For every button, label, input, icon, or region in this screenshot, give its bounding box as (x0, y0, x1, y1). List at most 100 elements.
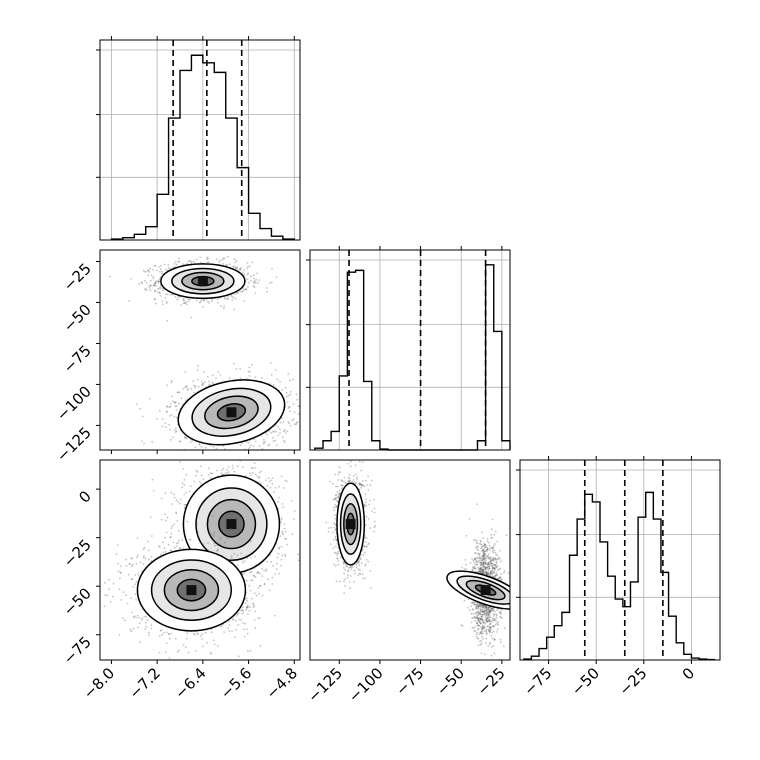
x0-vs-x2-sample-point (249, 540, 252, 543)
x0-vs-x1-sample-point (197, 385, 200, 388)
x0-vs-x2-sample-point (210, 473, 213, 475)
x0-vs-x2-sample-point (245, 628, 248, 631)
x0-vs-x2-sample-point (240, 609, 243, 611)
x0-vs-x2-sample-point (183, 484, 186, 486)
x0-vs-x1-sample-point (194, 385, 197, 388)
x0-vs-x1-sample-point (246, 267, 249, 270)
x0-vs-x2-sample-point (253, 462, 256, 464)
x0-vs-x2-sample-point (270, 560, 272, 563)
x0-vs-x1-sample-point (158, 280, 160, 283)
x0-vs-x2-sample-point (272, 565, 274, 567)
x0-vs-x2-sample-point (172, 541, 175, 544)
x0-vs-x2-sample-point (280, 564, 282, 567)
x0-vs-x1-sample-point (154, 282, 156, 285)
x0-vs-x1-sample-point (279, 380, 281, 383)
x0-vs-x2-sample-point (255, 563, 258, 566)
x0-vs-x2-sample-point (160, 518, 163, 521)
x0-vs-x1-sample-point (284, 432, 287, 434)
x0-vs-x1-sample-point (154, 281, 157, 284)
x0-vs-x1-sample-point (250, 275, 252, 278)
x0-vs-x1-sample-point (178, 261, 181, 264)
x0-vs-x2-sample-point (178, 649, 180, 652)
x0-vs-x1-sample-point (160, 272, 163, 275)
x0-vs-x1-sample-point (159, 268, 162, 270)
x0-vs-x2-sample-point (271, 482, 274, 485)
x0-vs-x2-sample-point (281, 554, 284, 557)
x0-vs-x1-sample-point (243, 273, 246, 276)
x0-vs-x1-sample-point (287, 373, 290, 375)
x0-vs-x2-sample-point (132, 616, 135, 619)
x0-vs-x1-sample-point (270, 374, 273, 376)
x0-vs-x1-sample-point (145, 289, 148, 292)
x0-vs-x1-sample-point (288, 422, 291, 425)
x0-vs-x1-sample-point (247, 272, 250, 275)
x0-vs-x1-sample-point (184, 370, 187, 373)
x0-vs-x1-sample-point (186, 389, 189, 391)
x0-vs-x2-sample-point (199, 635, 202, 637)
x0-vs-x1-sample-point (240, 267, 243, 269)
x0-vs-x2-sample-point (177, 500, 180, 503)
x0-vs-x1-sample-point (191, 261, 193, 264)
x0-vs-x1-sample-point (254, 292, 257, 294)
x0-vs-x1-density-peak (226, 407, 237, 418)
x0-vs-x1-sample-point (177, 260, 180, 263)
x0-vs-x1-sample-point (201, 384, 204, 386)
x0-vs-x1-sample-point (165, 410, 168, 413)
x0-vs-x1-sample-point (291, 419, 293, 422)
x0-vs-x2-sample-point (183, 478, 186, 481)
x0-vs-x1-sample-point (270, 281, 273, 284)
x0-vs-x1-sample-point (174, 401, 177, 403)
x0-vs-x1-sample-point (185, 385, 188, 387)
x0-vs-x2-sample-point (175, 511, 177, 514)
x0-vs-x1-sample-point (226, 255, 229, 258)
x0-vs-x1-sample-point (262, 441, 265, 444)
x0-vs-x2-sample-point (125, 565, 128, 567)
x0-vs-x1-sample-point (142, 269, 145, 272)
x0-vs-x1-sample-point (154, 289, 157, 292)
x0-vs-x2-sample-point (241, 612, 244, 615)
x0-vs-x2-sample-point (237, 619, 240, 621)
x0-vs-x2-sample-point (186, 632, 189, 635)
x0-vs-x2-sample-point (185, 638, 188, 640)
x0-vs-x1-sample-point (159, 287, 162, 290)
x0-vs-x2-sample-point (227, 471, 230, 474)
x0-vs-x1-sample-point (154, 298, 156, 300)
x0-vs-x1-sample-point (147, 274, 150, 277)
x0-vs-x1-sample-point (185, 385, 188, 388)
x0-vs-x1-sample-point (158, 278, 161, 281)
x0-vs-x1-sample-point (179, 440, 182, 443)
x0-vs-x1-sample-point (141, 415, 144, 418)
x0-vs-x1-sample-point (295, 393, 298, 396)
x2-marginal-panel (516, 456, 720, 661)
x0-vs-x1-sample-point (184, 302, 187, 304)
x0-vs-x1-sample-point (239, 444, 242, 447)
x0-vs-x1-sample-point (159, 295, 162, 297)
x0-vs-x1-sample-point (161, 270, 164, 273)
x0-vs-x1-sample-point (251, 261, 254, 264)
x0-vs-x1-sample-point (234, 261, 237, 264)
x0-vs-x1-sample-point (171, 293, 174, 296)
x0-vs-x2-sample-point (228, 624, 231, 626)
x0-vs-x2-sample-point (271, 576, 274, 579)
x0-vs-x1-sample-point (281, 436, 284, 438)
x0-vs-x1-sample-point (156, 269, 158, 272)
x0-vs-x2-sample-point (112, 582, 115, 585)
x0-vs-x1-sample-point (208, 302, 211, 304)
x0-vs-x2-sample-point (207, 548, 209, 551)
x0-vs-x1-sample-point (144, 288, 147, 291)
x0-vs-x2-density-peak (226, 519, 237, 530)
x0-vs-x1-sample-point (239, 377, 242, 379)
x0-vs-x2-sample-point (228, 630, 231, 632)
x0-vs-x2-sample-point (291, 533, 294, 536)
x0-vs-x1-sample-point (258, 445, 261, 448)
x0-vs-x1-sample-point (253, 286, 256, 289)
x0-vs-x2-sample-point (144, 627, 147, 630)
x0-vs-x2-sample-point (142, 548, 145, 551)
x0-vs-x1-sample-point (189, 441, 192, 443)
x0-vs-x1-sample-point (184, 435, 187, 438)
x0-vs-x2-sample-point (286, 480, 288, 483)
x0-vs-x1-sample-point (263, 440, 266, 443)
x0-vs-x1-sample-point (209, 444, 212, 447)
x0-vs-x2-sample-point (194, 650, 197, 652)
x0-vs-x2-sample-point (213, 531, 216, 534)
